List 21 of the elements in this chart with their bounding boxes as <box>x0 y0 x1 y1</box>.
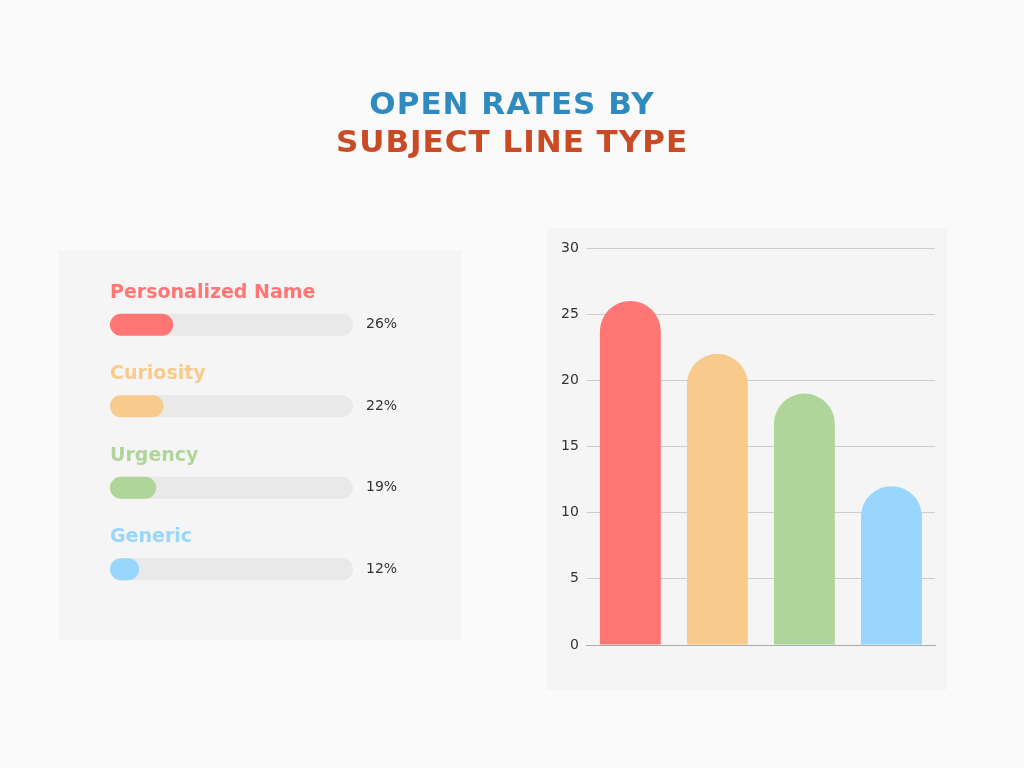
data-label: 19% <box>366 478 398 495</box>
y-tick-label: Personalized Name <box>110 279 316 302</box>
bar <box>773 393 835 645</box>
y-tick-label: Generic <box>110 524 193 547</box>
data-label: 12% <box>366 559 398 576</box>
y-tick-label: 0 <box>569 635 579 652</box>
y-tick-label: 5 <box>569 569 579 586</box>
y-tick-label: 10 <box>560 503 579 520</box>
text: SUBJECT LINE TYPE <box>334 122 690 160</box>
bar <box>599 300 661 645</box>
y-tick-label: 25 <box>560 304 579 321</box>
data-label: 22% <box>366 396 398 413</box>
y-tick-label: Curiosity <box>110 361 207 384</box>
chart-title: OPEN RATES BY <box>368 84 656 122</box>
bar <box>861 486 922 645</box>
y-tick-label: Urgency <box>110 442 200 465</box>
y-tick-label: 15 <box>560 437 579 454</box>
bar <box>686 353 748 645</box>
data-label: 26% <box>366 315 398 332</box>
y-tick-label: 20 <box>560 370 579 387</box>
y-tick-label: 30 <box>560 238 579 255</box>
